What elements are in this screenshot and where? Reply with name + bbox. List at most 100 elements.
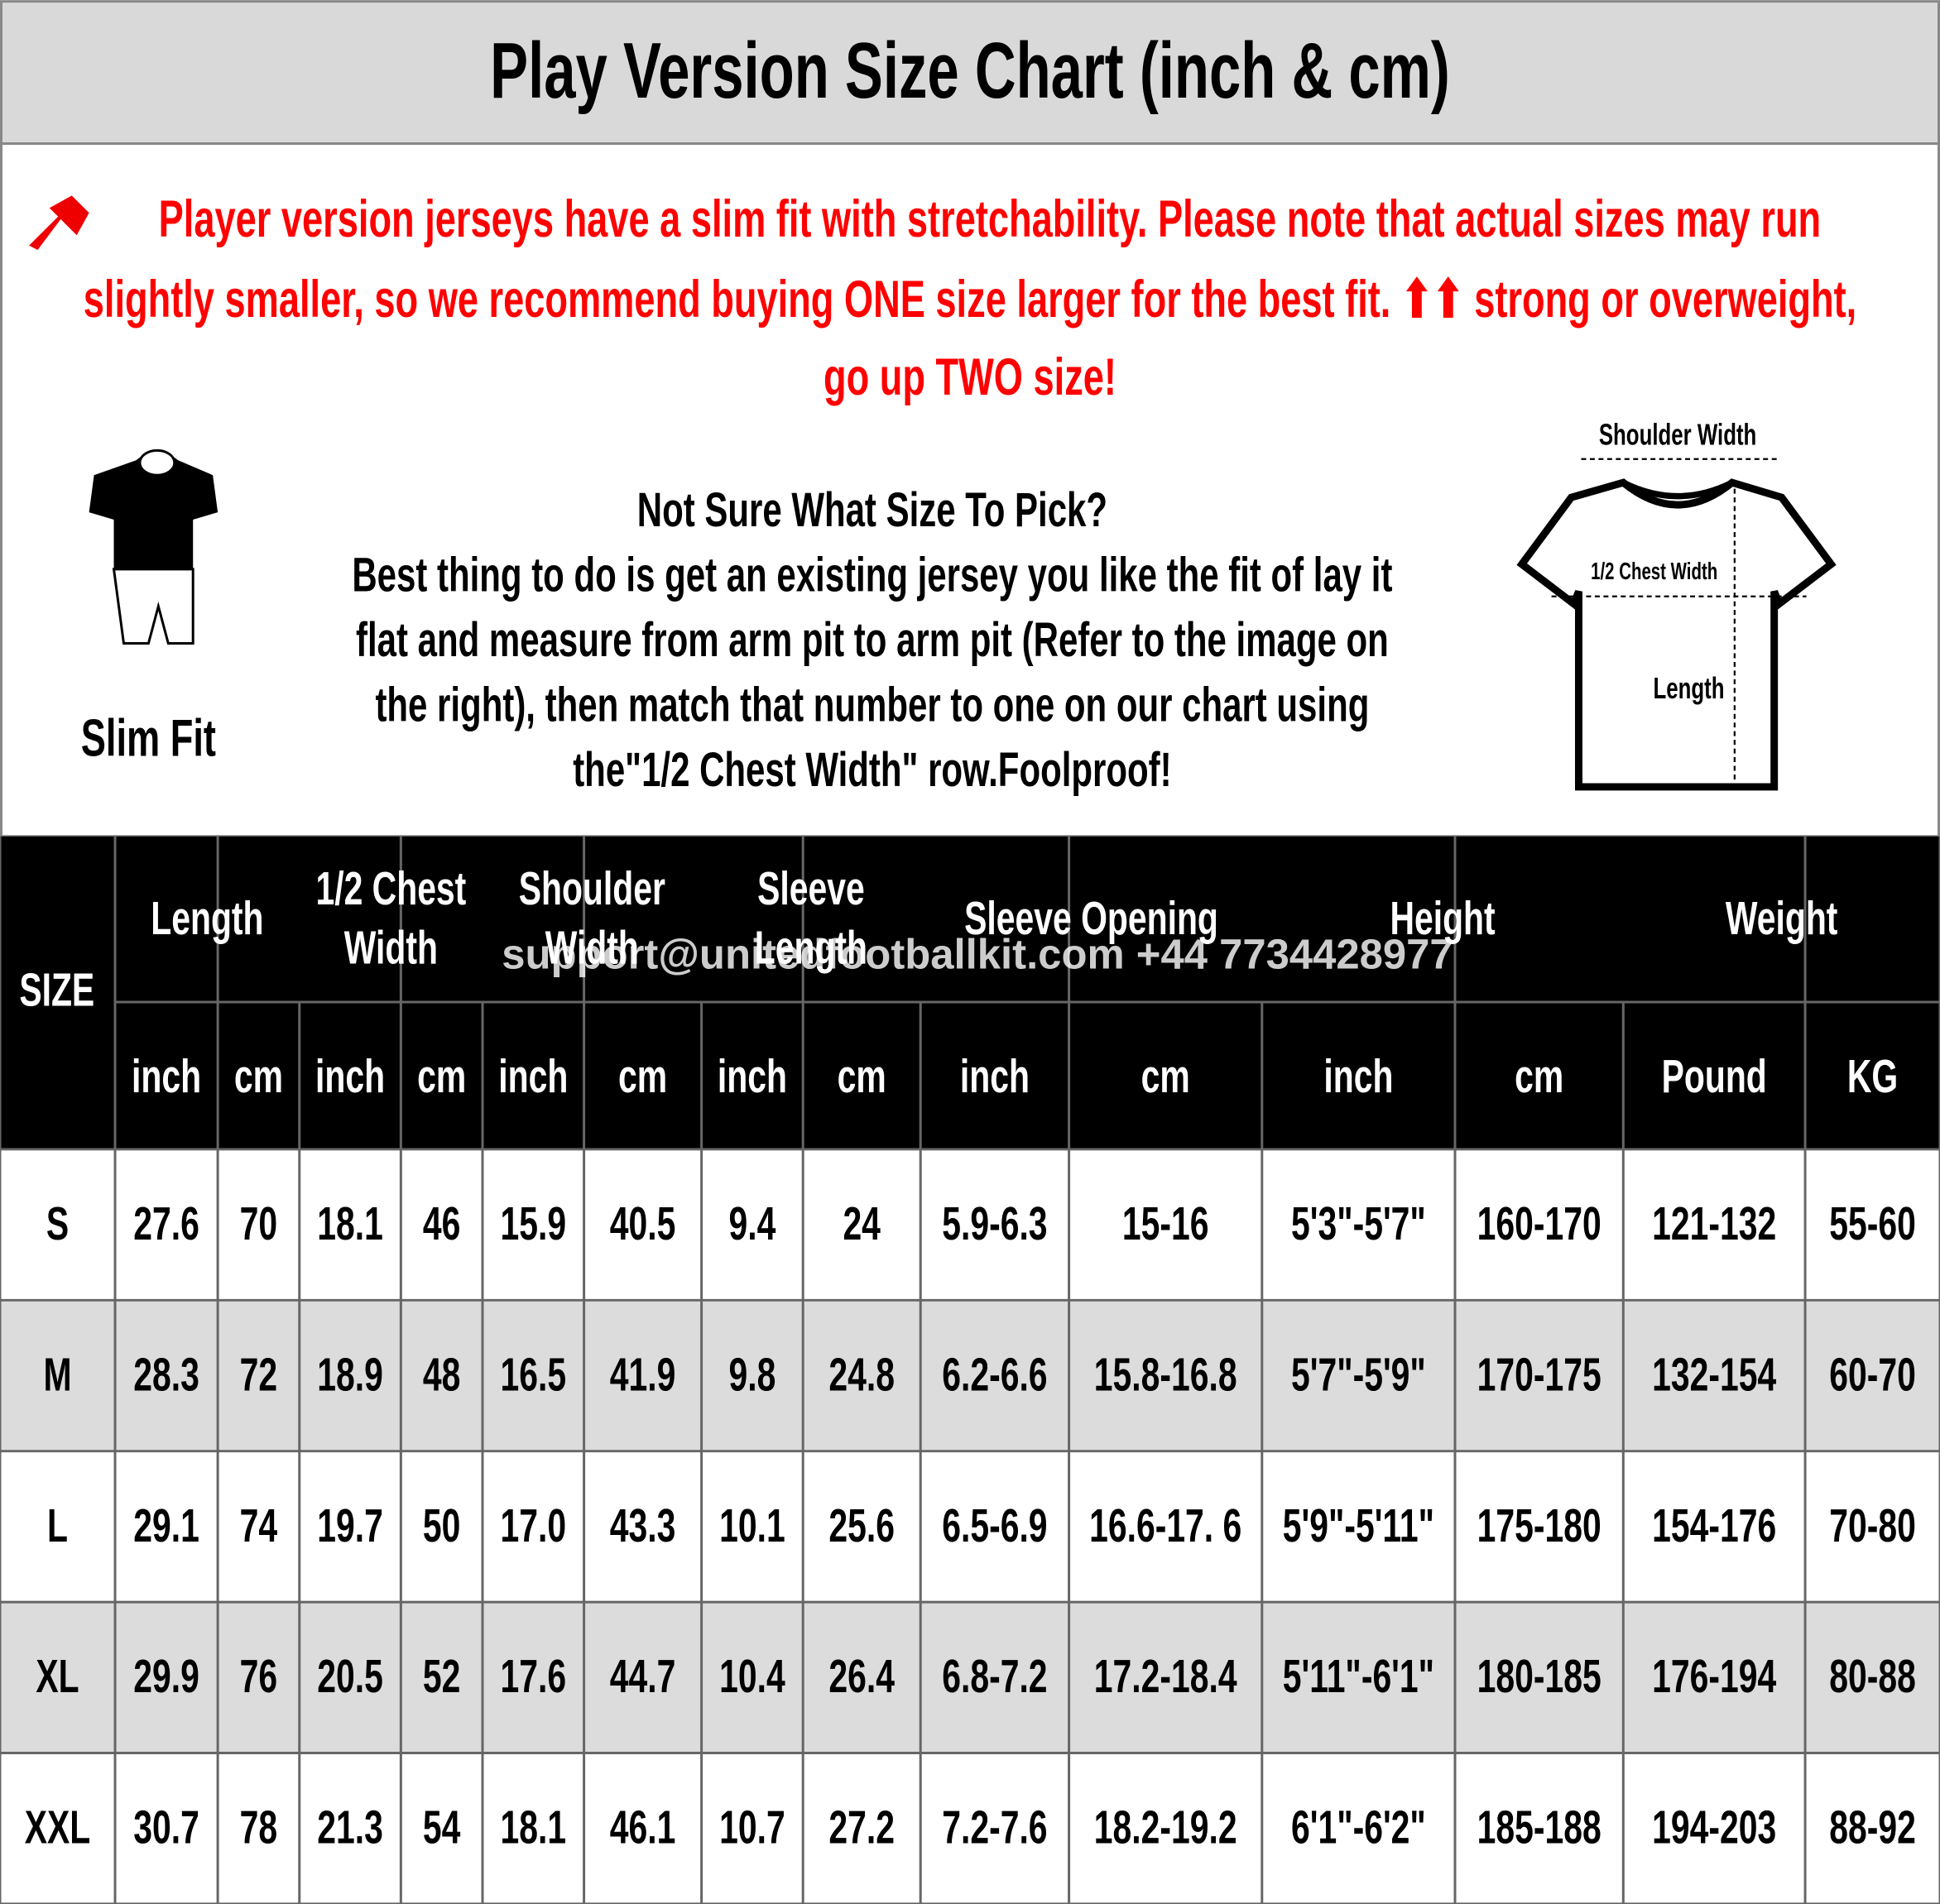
value-cell: 19.7 bbox=[317, 1500, 383, 1552]
value-cell: 60-70 bbox=[1829, 1349, 1916, 1401]
value-cell: 5.9-6.3 bbox=[942, 1198, 1047, 1250]
fit-label: Slim Fit bbox=[81, 710, 216, 768]
group-header: Width bbox=[344, 923, 438, 975]
value-cell: 27.6 bbox=[133, 1198, 199, 1250]
value-cell: 180-185 bbox=[1477, 1651, 1601, 1703]
table-row-bg bbox=[0, 1149, 1940, 1301]
guide-line: Best thing to do is get an existing jers… bbox=[352, 548, 1392, 602]
value-cell: 29.9 bbox=[133, 1651, 199, 1703]
guide-line: Not Sure What Size To Pick? bbox=[637, 483, 1107, 537]
value-cell: 5'9"-5'11" bbox=[1283, 1500, 1434, 1552]
value-cell: 70 bbox=[240, 1198, 277, 1250]
page-title: Play Version Size Chart (inch & cm) bbox=[490, 26, 1450, 115]
size-cell: M bbox=[43, 1349, 71, 1401]
guide-line: the right), then match that number to on… bbox=[375, 678, 1369, 731]
group-header: 1/2 Chest bbox=[315, 863, 466, 915]
value-cell: 25.6 bbox=[828, 1500, 895, 1552]
value-cell: 28.3 bbox=[133, 1349, 199, 1401]
unit-header: inch bbox=[315, 1051, 385, 1103]
unit-header: cm bbox=[234, 1051, 283, 1103]
table-row-bg bbox=[0, 1753, 1940, 1904]
value-cell: 88-92 bbox=[1829, 1802, 1916, 1854]
size-cell: L bbox=[47, 1500, 68, 1552]
value-cell: 44.7 bbox=[610, 1651, 676, 1703]
unit-header: inch bbox=[960, 1051, 1030, 1103]
value-cell: 17.2-18.4 bbox=[1094, 1651, 1237, 1703]
info-panel bbox=[0, 142, 1940, 838]
value-cell: 74 bbox=[240, 1500, 278, 1552]
value-cell: 5'7"-5'9" bbox=[1291, 1349, 1426, 1401]
notice-line: go up TWO size! bbox=[824, 348, 1116, 406]
value-cell: 24 bbox=[843, 1198, 881, 1250]
unit-header: cm bbox=[838, 1051, 886, 1103]
value-cell: 5'11"-6'1" bbox=[1283, 1651, 1434, 1703]
value-cell: 70-80 bbox=[1829, 1500, 1916, 1552]
pin-icon bbox=[29, 195, 89, 250]
value-cell: 7.2-7.6 bbox=[942, 1802, 1047, 1854]
guide-line: flat and measure from arm pit to arm pit… bbox=[356, 613, 1389, 667]
value-cell: 9.8 bbox=[728, 1349, 776, 1401]
value-cell: 121-132 bbox=[1652, 1198, 1776, 1250]
value-cell: 55-60 bbox=[1829, 1198, 1916, 1250]
value-cell: 17.0 bbox=[501, 1500, 567, 1552]
value-cell: 27.2 bbox=[828, 1802, 895, 1854]
value-cell: 16.6-17. 6 bbox=[1089, 1500, 1241, 1552]
value-cell: 15.9 bbox=[501, 1198, 567, 1250]
value-cell: 43.3 bbox=[610, 1500, 676, 1552]
value-cell: 175-180 bbox=[1477, 1500, 1601, 1552]
shirt-diagram bbox=[1516, 458, 1837, 791]
value-cell: 18.2-19.2 bbox=[1094, 1802, 1237, 1854]
group-header: Weight bbox=[1726, 893, 1838, 945]
watermark: support@unitedfootballkit.com +44 773442… bbox=[502, 931, 1453, 978]
group-header: Height bbox=[1390, 893, 1495, 945]
value-cell: 54 bbox=[423, 1802, 461, 1854]
group-header: Width bbox=[545, 923, 639, 975]
size-header: SIZE bbox=[19, 965, 94, 1017]
value-cell: 18.1 bbox=[501, 1802, 567, 1854]
value-cell: 46 bbox=[423, 1198, 460, 1250]
value-cell: 6.8-7.2 bbox=[942, 1651, 1047, 1703]
value-cell: 26.4 bbox=[828, 1651, 895, 1703]
unit-header: KG bbox=[1847, 1051, 1898, 1103]
value-cell: 72 bbox=[240, 1349, 277, 1401]
value-cell: 15-16 bbox=[1122, 1198, 1209, 1250]
value-cell: 18.9 bbox=[317, 1349, 383, 1401]
size-cell: S bbox=[46, 1198, 69, 1250]
value-cell: 52 bbox=[423, 1651, 460, 1703]
group-header: Sleeve Opening bbox=[964, 893, 1218, 945]
unit-header: cm bbox=[1515, 1051, 1563, 1103]
table-row-bg bbox=[0, 1602, 1940, 1753]
value-cell: 176-194 bbox=[1652, 1651, 1776, 1703]
notice-line: slightly smaller, so we recommend buying… bbox=[84, 271, 1856, 329]
value-cell: 16.5 bbox=[501, 1349, 567, 1401]
value-cell: 6.2-6.6 bbox=[942, 1349, 1047, 1401]
value-cell: 17.6 bbox=[501, 1651, 567, 1703]
value-cell: 185-188 bbox=[1477, 1802, 1601, 1854]
table-row-bg bbox=[0, 1300, 1940, 1451]
value-cell: 24.8 bbox=[828, 1349, 895, 1401]
value-cell: 160-170 bbox=[1477, 1198, 1601, 1250]
value-cell: 21.3 bbox=[317, 1802, 383, 1854]
value-cell: 20.5 bbox=[317, 1651, 383, 1703]
group-header: Length bbox=[151, 893, 263, 945]
value-cell: 30.7 bbox=[133, 1802, 199, 1854]
value-cell: 6.5-6.9 bbox=[942, 1500, 1047, 1552]
table-row-bg bbox=[0, 1451, 1940, 1603]
group-header: Shoulder bbox=[519, 863, 665, 915]
value-cell: 154-176 bbox=[1652, 1500, 1776, 1552]
group-header: Sleeve bbox=[757, 863, 865, 915]
value-cell: 46.1 bbox=[610, 1802, 676, 1854]
value-cell: 18.1 bbox=[317, 1198, 383, 1250]
diagram-label: Length bbox=[1654, 672, 1725, 705]
guide-line: the"1/2 Chest Width" row.Foolproof! bbox=[573, 743, 1171, 797]
value-cell: 41.9 bbox=[610, 1349, 676, 1401]
mannequin-icon bbox=[89, 448, 218, 645]
value-cell: 10.1 bbox=[719, 1500, 785, 1552]
value-cell: 10.7 bbox=[719, 1802, 785, 1854]
value-cell: 6'1"-6'2" bbox=[1291, 1802, 1426, 1854]
value-cell: 76 bbox=[240, 1651, 277, 1703]
size-cell: XXL bbox=[25, 1802, 91, 1854]
value-cell: 15.8-16.8 bbox=[1094, 1349, 1237, 1401]
diagram-label: Shoulder Width bbox=[1599, 418, 1757, 451]
